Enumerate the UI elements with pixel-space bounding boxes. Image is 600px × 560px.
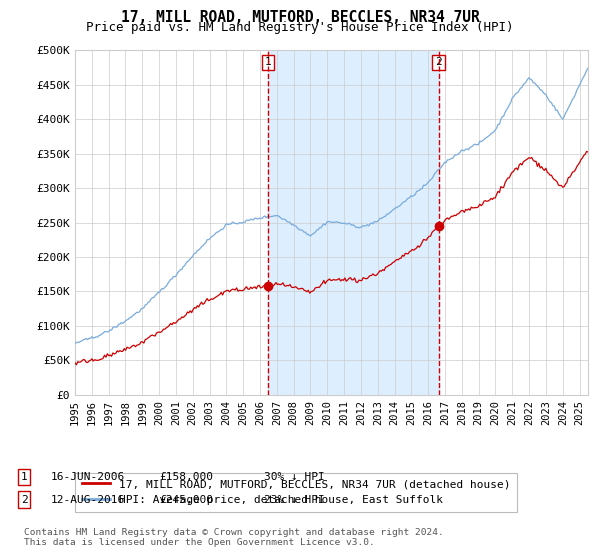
Text: Price paid vs. HM Land Registry's House Price Index (HPI): Price paid vs. HM Land Registry's House … bbox=[86, 21, 514, 34]
Text: 1: 1 bbox=[20, 472, 28, 482]
Text: £245,000: £245,000 bbox=[159, 494, 213, 505]
Text: 30% ↓ HPI: 30% ↓ HPI bbox=[264, 472, 325, 482]
Text: 12-AUG-2016: 12-AUG-2016 bbox=[51, 494, 125, 505]
Text: 17, MILL ROAD, MUTFORD, BECCLES, NR34 7UR: 17, MILL ROAD, MUTFORD, BECCLES, NR34 7U… bbox=[121, 10, 479, 25]
Text: Contains HM Land Registry data © Crown copyright and database right 2024.
This d: Contains HM Land Registry data © Crown c… bbox=[24, 528, 444, 547]
Text: 2: 2 bbox=[20, 494, 28, 505]
Text: 1: 1 bbox=[265, 58, 271, 67]
Bar bbox=[268, 50, 439, 395]
Text: 23% ↓ HPI: 23% ↓ HPI bbox=[264, 494, 325, 505]
Legend: 17, MILL ROAD, MUTFORD, BECCLES, NR34 7UR (detached house), HPI: Average price, : 17, MILL ROAD, MUTFORD, BECCLES, NR34 7U… bbox=[76, 473, 517, 512]
Text: £158,000: £158,000 bbox=[159, 472, 213, 482]
Text: 2: 2 bbox=[435, 58, 442, 67]
Text: 16-JUN-2006: 16-JUN-2006 bbox=[51, 472, 125, 482]
